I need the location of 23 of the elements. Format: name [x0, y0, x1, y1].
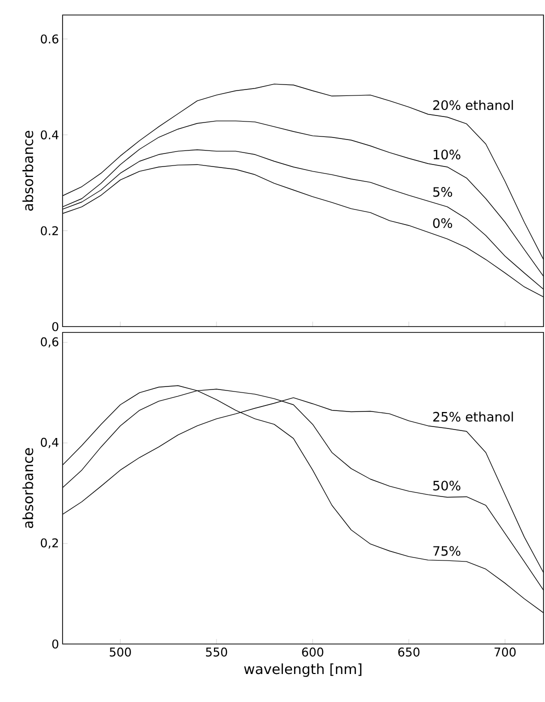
series-label: 75% — [433, 546, 460, 556]
y-tick-label: 0,2 — [40, 538, 58, 549]
y-tick-label: 0.4 — [40, 130, 58, 140]
x-tick-label: 500 — [110, 648, 131, 657]
series-label: 0% — [433, 218, 452, 228]
y-tick-label: 0,6 — [40, 337, 58, 348]
series-label: 20% ethanol — [433, 100, 513, 110]
x-tick-label: 650 — [398, 648, 420, 657]
y-axis-title: absorbance — [22, 130, 34, 211]
y-tick-label: 0,4 — [40, 438, 58, 448]
x-tick-label: 600 — [302, 648, 324, 657]
y-tick-label: 0.6 — [40, 34, 58, 44]
x-axis-title: wavelength [nm] — [244, 663, 362, 677]
x-tick-label: 550 — [206, 648, 228, 657]
y-tick-label: 0.2 — [40, 226, 58, 236]
y-axis-title: absorbance — [22, 448, 34, 528]
y-tick-label: 0 — [52, 322, 58, 332]
y-tick-label: 0 — [52, 639, 58, 649]
series-label: 10% — [434, 150, 460, 160]
series-label: 5% — [433, 187, 452, 197]
series-label: 25% ethanol — [433, 412, 513, 422]
x-tick-label: 700 — [494, 648, 516, 657]
series-label: 50% — [433, 480, 460, 491]
